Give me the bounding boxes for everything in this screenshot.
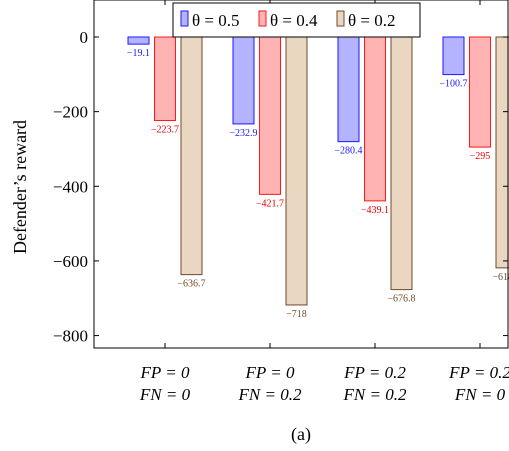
bar (154, 36, 176, 121)
x-category-label: FN = 0 (139, 385, 191, 404)
data-label: −295 (470, 151, 491, 162)
y-tick-label: −600 (53, 252, 88, 271)
bar (180, 36, 203, 276)
data-label: −421.7 (256, 198, 284, 209)
data-label: −718 (286, 309, 307, 320)
bar (390, 36, 413, 291)
data-label: −676.8 (387, 294, 415, 305)
legend-entry-label: θ = 0.2 (348, 11, 395, 30)
legend-box (172, 2, 421, 38)
data-label: −100.7 (439, 79, 467, 90)
figure-caption: (a) (291, 424, 311, 445)
x-category-label: FP = 0 (245, 363, 295, 382)
legend-swatch (258, 10, 267, 27)
data-label: −232.9 (229, 128, 257, 139)
bar (337, 36, 360, 143)
data-label: −280.4 (334, 146, 362, 157)
data-labels-layer: −19.1 −232.9 −280.4 −100.7 −223.7 −421.7 −439.… (127, 48, 509, 320)
data-label: −19.1 (127, 48, 150, 59)
y-axis-title: Defender’s reward (10, 120, 30, 254)
data-label: −439.1 (361, 205, 389, 216)
legend-entry-label: θ = 0.5 (192, 11, 239, 30)
legend-entry-label: θ = 0.4 (270, 11, 318, 30)
legend-swatch (336, 10, 345, 27)
bar (285, 36, 308, 306)
bar (495, 36, 509, 269)
x-category-label: FP = 0 (140, 363, 190, 382)
data-label: −618.6 (492, 272, 509, 283)
bar (232, 36, 255, 125)
x-category-label: FP = 0.2 (448, 363, 509, 382)
y-tick-label: −400 (53, 177, 88, 196)
bar (364, 36, 386, 202)
plot-frame (93, 0, 509, 349)
y-tick-label: −800 (53, 327, 88, 346)
y-tick-label: −200 (53, 103, 88, 122)
x-category-label: FN = 0 (454, 385, 506, 404)
bars-layer (127, 36, 509, 306)
legend: θ = 0.5 θ = 0.4 θ = 0.2 (172, 2, 421, 38)
data-label: −636.7 (177, 279, 205, 290)
bar (127, 36, 150, 45)
data-label: −223.7 (151, 124, 179, 135)
x-category-label: FP = 0.2 (343, 363, 406, 382)
bar (259, 36, 281, 195)
bar (469, 36, 491, 148)
y-tick-label: 0 (80, 28, 89, 47)
bar (442, 36, 465, 76)
x-category-label: FN = 0.2 (238, 385, 302, 404)
x-category-label: FN = 0.2 (343, 385, 407, 404)
axes-layer: 0 −200 −400 −600 −800 FP = 0 FN = 0 FP = 0 FN = … (53, 0, 509, 404)
legend-swatch (180, 10, 189, 27)
